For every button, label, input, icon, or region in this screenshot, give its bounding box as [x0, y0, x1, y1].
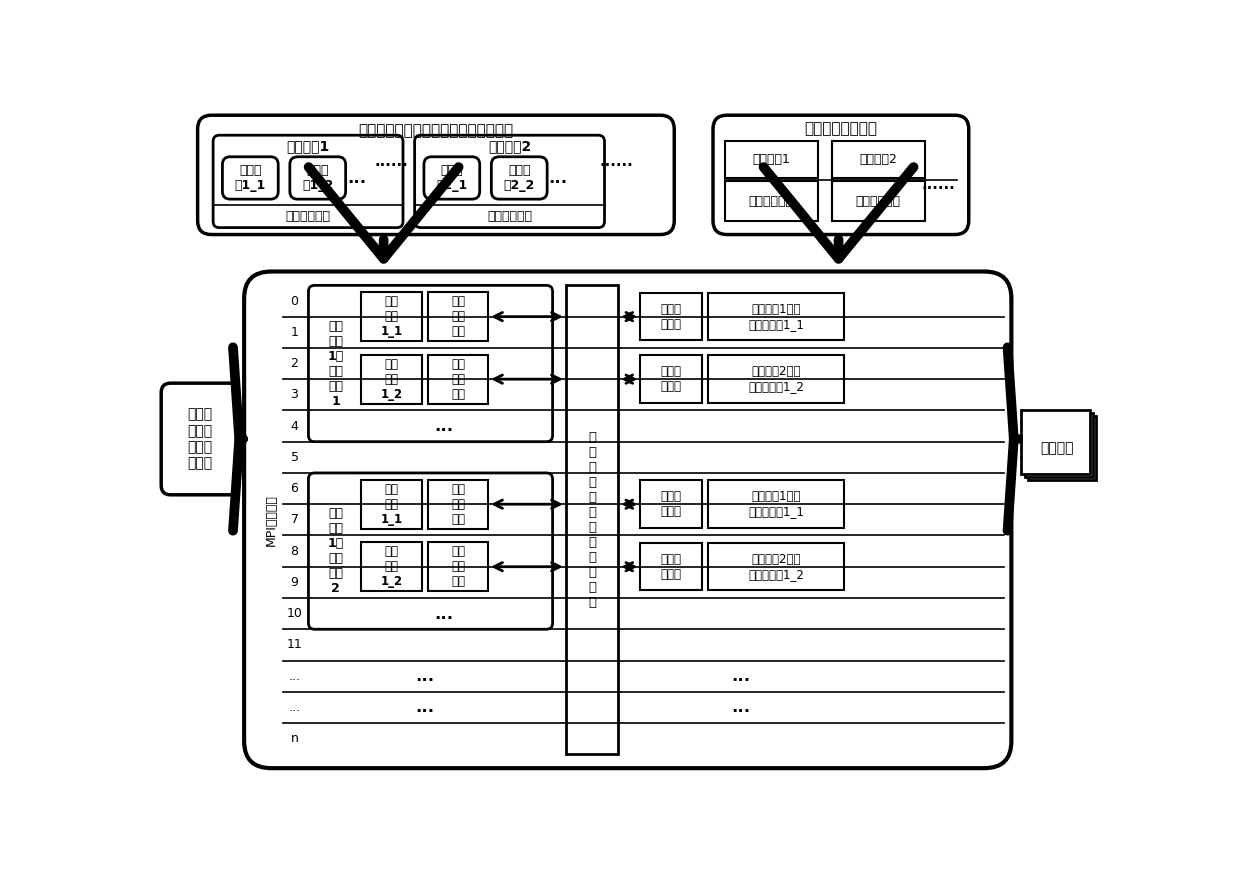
- Text: 8: 8: [290, 545, 299, 557]
- Text: 3: 3: [290, 389, 299, 401]
- Text: ...: ...: [548, 169, 568, 186]
- Text: 7: 7: [290, 513, 299, 526]
- Text: 耦合
模式
1的
集合
成员
1: 耦合 模式 1的 集合 成员 1: [327, 320, 343, 408]
- Bar: [361, 355, 422, 404]
- Text: ...: ...: [415, 698, 434, 716]
- FancyBboxPatch shape: [309, 473, 553, 630]
- Bar: [361, 542, 422, 591]
- Bar: [708, 480, 844, 528]
- Text: ...: ...: [289, 701, 300, 714]
- Bar: [724, 181, 817, 222]
- FancyBboxPatch shape: [244, 271, 1012, 768]
- Text: 框架接口程序: 框架接口程序: [487, 210, 532, 223]
- Text: 集合耦
合同化
试验配
置模块: 集合耦 合同化 试验配 置模块: [187, 408, 212, 471]
- Text: ...: ...: [415, 668, 434, 685]
- Text: 框架接
口程序: 框架接 口程序: [661, 366, 682, 393]
- Text: n: n: [290, 732, 299, 745]
- Text: 同化算法1: 同化算法1: [753, 154, 790, 166]
- Text: 同化算法1：面
向分量模式1_1: 同化算法1：面 向分量模式1_1: [748, 303, 804, 330]
- Text: 耦合
模式
1的
集合
成员
2: 耦合 模式 1的 集合 成员 2: [327, 507, 343, 595]
- Text: 同化算法集成模块: 同化算法集成模块: [805, 122, 878, 137]
- Text: 框架接
口程序: 框架接 口程序: [661, 303, 682, 330]
- Text: 分量
模式
1_2: 分量 模式 1_2: [381, 358, 403, 401]
- Text: 分量
模式
1_1: 分量 模式 1_1: [381, 483, 403, 525]
- Bar: [640, 480, 702, 528]
- Text: 框架接口程序: 框架接口程序: [856, 195, 900, 208]
- Text: 耦合模式集成与协同集合运行管理模块: 耦合模式集成与协同集合运行管理模块: [358, 123, 513, 138]
- Text: 框架
接口
程序: 框架 接口 程序: [451, 545, 465, 588]
- Text: ......: ......: [374, 154, 408, 169]
- Text: ...: ...: [434, 605, 454, 623]
- FancyBboxPatch shape: [290, 157, 346, 200]
- Text: 框架接
口程序: 框架接 口程序: [661, 490, 682, 518]
- Text: 6: 6: [290, 482, 299, 495]
- Text: 1: 1: [290, 326, 299, 339]
- Text: ...: ...: [732, 668, 750, 685]
- Text: 框架接
口程序: 框架接 口程序: [661, 553, 682, 581]
- FancyBboxPatch shape: [161, 383, 238, 494]
- Text: 耦合模式1: 耦合模式1: [286, 139, 330, 153]
- Bar: [640, 543, 702, 591]
- Text: ...: ...: [289, 669, 300, 683]
- Bar: [708, 355, 844, 403]
- Text: 5: 5: [290, 451, 299, 464]
- Text: 集
合
耦
合
同
化
在
线
交
互
模
块: 集 合 耦 合 同 化 在 线 交 互 模 块: [588, 431, 596, 609]
- Bar: [832, 181, 925, 222]
- Text: 分量模
式1_2: 分量模 式1_2: [303, 164, 334, 192]
- Text: ...: ...: [434, 417, 454, 435]
- Bar: [640, 293, 702, 340]
- FancyBboxPatch shape: [491, 157, 547, 200]
- Text: 同化算法1：面
向分量模式1_1: 同化算法1：面 向分量模式1_1: [748, 490, 804, 518]
- FancyBboxPatch shape: [197, 115, 675, 235]
- Bar: [361, 292, 422, 341]
- Text: 同化算法2：面
向分量模式1_2: 同化算法2：面 向分量模式1_2: [748, 366, 804, 393]
- Bar: [565, 285, 619, 754]
- Bar: [1028, 416, 1096, 480]
- Text: 框架接口程序: 框架接口程序: [285, 210, 331, 223]
- Text: 9: 9: [290, 576, 299, 589]
- Text: 耦合模式2: 耦合模式2: [487, 139, 531, 153]
- FancyBboxPatch shape: [309, 285, 553, 442]
- Text: 框架
接口
程序: 框架 接口 程序: [451, 483, 465, 525]
- Text: 10: 10: [286, 608, 303, 620]
- FancyBboxPatch shape: [713, 115, 968, 235]
- Text: ...: ...: [732, 698, 750, 716]
- Text: 分量模
式2_1: 分量模 式2_1: [436, 164, 467, 192]
- Text: 框架
接口
程序: 框架 接口 程序: [451, 358, 465, 401]
- Bar: [640, 355, 702, 403]
- FancyBboxPatch shape: [414, 135, 605, 228]
- Bar: [1022, 410, 1090, 474]
- Text: 框架接口程序: 框架接口程序: [749, 195, 794, 208]
- FancyBboxPatch shape: [222, 157, 278, 200]
- Bar: [428, 479, 489, 529]
- Text: 分量
模式
1_1: 分量 模式 1_1: [381, 295, 403, 338]
- Text: 同化算法2: 同化算法2: [859, 154, 897, 166]
- Text: ...: ...: [347, 169, 366, 186]
- Bar: [724, 141, 817, 178]
- Bar: [361, 479, 422, 529]
- Text: 同化算法2：面
向分量模式1_2: 同化算法2：面 向分量模式1_2: [748, 553, 804, 581]
- Text: 分量模
式1_1: 分量模 式1_1: [234, 164, 265, 192]
- Text: ......: ......: [599, 154, 632, 169]
- Bar: [428, 292, 489, 341]
- Text: 11: 11: [286, 638, 303, 652]
- Bar: [708, 543, 844, 591]
- Bar: [708, 293, 844, 340]
- Text: 4: 4: [290, 419, 299, 433]
- Text: 试验结果: 试验结果: [1040, 442, 1074, 456]
- Bar: [832, 141, 925, 178]
- Bar: [1024, 413, 1092, 477]
- Text: 分量
模式
1_2: 分量 模式 1_2: [381, 545, 403, 588]
- Bar: [428, 542, 489, 591]
- Text: 0: 0: [290, 295, 299, 307]
- Text: MPI进程序号: MPI进程序号: [265, 494, 278, 546]
- Bar: [428, 355, 489, 404]
- Text: ......: ......: [921, 177, 955, 192]
- FancyBboxPatch shape: [424, 157, 480, 200]
- Text: 2: 2: [290, 357, 299, 370]
- Text: 分量模
式2_2: 分量模 式2_2: [503, 164, 534, 192]
- Text: 框架
接口
程序: 框架 接口 程序: [451, 295, 465, 338]
- FancyBboxPatch shape: [213, 135, 403, 228]
